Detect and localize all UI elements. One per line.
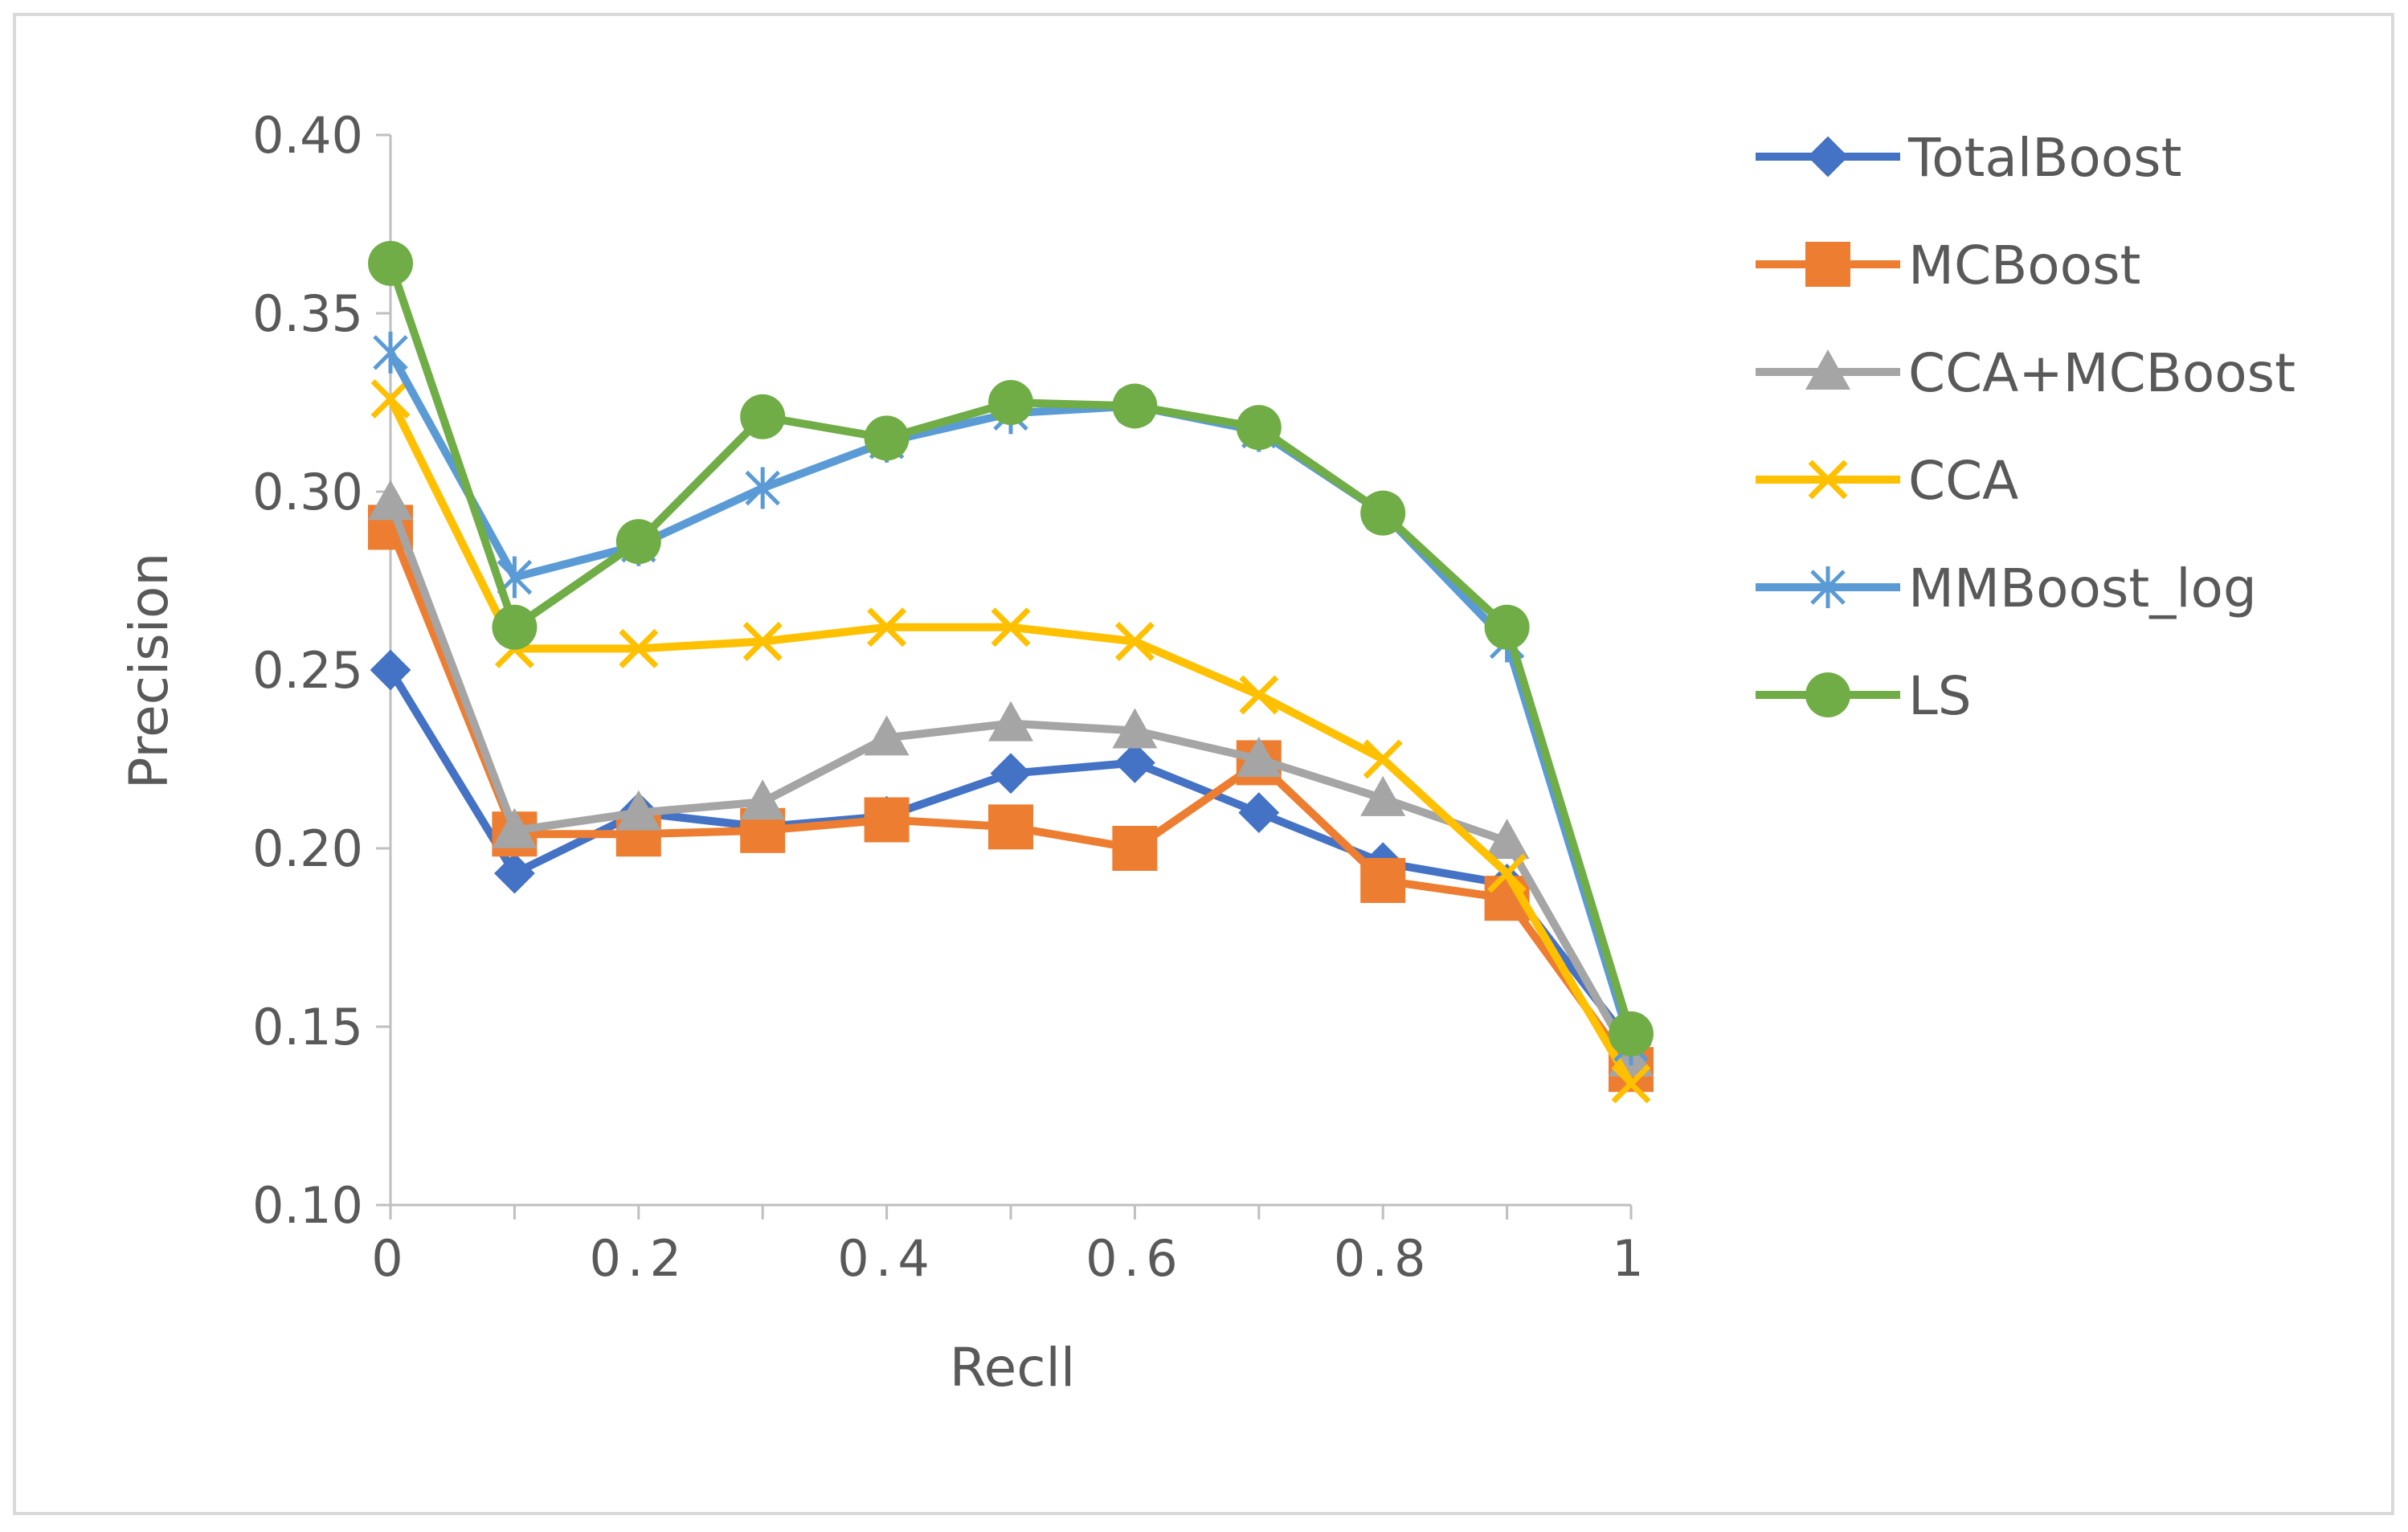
data-point-cca-mcboost	[988, 701, 1033, 741]
data-point-cca-mcboost	[1112, 708, 1158, 749]
legend-item-ls: LS	[1756, 665, 1972, 727]
legend-marker-cca	[1808, 460, 1848, 500]
data-point-ls	[615, 519, 661, 565]
data-point-cca	[1487, 853, 1527, 893]
legend-label-mcboost: MCBoost	[1908, 235, 2140, 296]
y-tick-label: 0.15	[252, 998, 363, 1056]
data-point-cca-mcboost	[368, 480, 413, 521]
data-point-mcboost	[864, 797, 910, 843]
series-ls	[368, 240, 1654, 1056]
legend-item-mcboost: MCBoost	[1756, 235, 2140, 296]
data-point-cca	[991, 607, 1031, 648]
data-point-cca	[1363, 739, 1403, 779]
data-point-cca	[867, 607, 907, 648]
data-point-ls	[988, 380, 1033, 425]
x-tick-label: 0.6	[1085, 1229, 1184, 1288]
data-point-totalboost	[1238, 792, 1280, 834]
legend-item-cca-mcboost: CCA+MCBoost	[1756, 342, 2296, 404]
y-tick-label: 0.25	[252, 641, 363, 700]
x-axis-title: Recll	[950, 1337, 1075, 1399]
data-point-totalboost	[493, 852, 535, 894]
data-point-cca-mcboost	[615, 790, 661, 831]
data-point-cca-mcboost	[1360, 775, 1406, 816]
data-point-totalboost	[370, 649, 411, 691]
data-point-mcboost	[988, 804, 1033, 850]
data-point-mcboost	[1112, 826, 1158, 871]
legend-item-mmboost-log: MMBoost_log	[1756, 558, 2257, 619]
legend-marker-cca-mcboost	[1805, 349, 1850, 390]
legend-item-totalboost: TotalBoost	[1756, 127, 2181, 189]
data-point-ls	[1484, 604, 1530, 650]
data-point-ls	[1236, 405, 1282, 451]
data-point-mmboost-log	[373, 331, 408, 374]
data-point-ls	[1112, 383, 1158, 429]
data-point-ls	[1360, 490, 1406, 536]
legend-marker-totalboost	[1807, 136, 1849, 178]
y-tick-label: 0.35	[252, 284, 363, 343]
data-point-cca	[1114, 622, 1155, 661]
legend-label-ls: LS	[1908, 665, 1972, 727]
y-axis-title: Precision	[118, 553, 180, 790]
data-point-cca-mcboost	[1236, 737, 1282, 777]
data-point-ls	[1609, 1011, 1654, 1056]
data-point-cca-mcboost	[1484, 819, 1530, 860]
data-point-cca-mcboost	[864, 715, 910, 756]
data-point-cca	[742, 622, 783, 661]
data-point-ls	[864, 415, 910, 461]
data-point-cca	[1239, 675, 1279, 715]
x-tick-label: 0.8	[1334, 1229, 1433, 1288]
data-point-totalboost	[1114, 742, 1155, 783]
series-layer	[368, 240, 1654, 1104]
x-tick-label: 0.2	[589, 1229, 688, 1288]
data-point-ls	[492, 604, 538, 650]
axes: 0.10 0.15 0.20 0.25 0.30 0.35 0.40 0 0.2 0.4 0.6 0.…	[252, 106, 1650, 1288]
data-point-ls	[368, 240, 413, 286]
legend: TotalBoost MCBoost CCA+MCBoost CCA MMBoost_l…	[1756, 127, 2296, 727]
legend-marker-ls	[1805, 672, 1850, 717]
y-tick-label: 0.10	[252, 1176, 363, 1235]
x-tick-label: 0	[371, 1229, 409, 1288]
x-tick-label: 1	[1612, 1229, 1650, 1288]
data-point-ls	[740, 394, 786, 439]
y-tick-label: 0.30	[252, 463, 363, 521]
legend-label-cca: CCA	[1908, 450, 2018, 512]
y-tick-label: 0.40	[252, 106, 363, 165]
data-point-cca	[619, 628, 659, 668]
legend-marker-mmboost-log	[1810, 566, 1846, 608]
data-point-cca	[370, 379, 411, 419]
data-point-cca	[1611, 1064, 1651, 1104]
y-tick-label: 0.20	[252, 819, 363, 878]
data-point-cca-mcboost	[492, 807, 538, 848]
data-point-totalboost	[990, 753, 1032, 795]
data-point-mcboost	[1360, 857, 1406, 903]
legend-label-totalboost: TotalBoost	[1907, 127, 2181, 189]
x-tick-label: 0.4	[837, 1229, 936, 1288]
legend-label-mmboost-log: MMBoost_log	[1908, 558, 2257, 619]
data-point-mmboost-log	[745, 467, 780, 509]
legend-label-cca-mcboost: CCA+MCBoost	[1908, 342, 2296, 404]
legend-marker-mcboost	[1805, 242, 1850, 287]
data-point-cca-mcboost	[740, 779, 786, 820]
legend-item-cca: CCA	[1756, 450, 2018, 512]
